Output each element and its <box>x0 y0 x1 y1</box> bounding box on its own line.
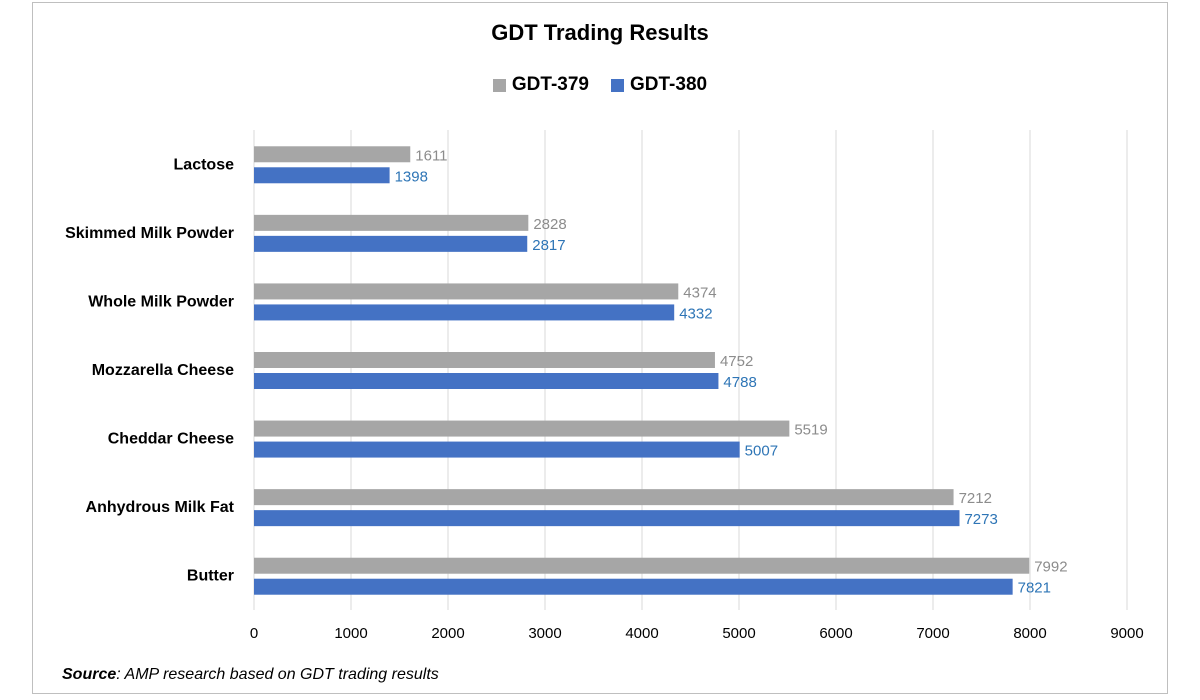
x-tick-label-6000: 6000 <box>819 625 852 642</box>
data-label-2-series-2: 4332 <box>679 305 712 322</box>
source-text: : AMP research based on GDT trading resu… <box>116 666 439 683</box>
legend-label-series-2: GDT-380 <box>630 74 708 95</box>
category-label-5: Anhydrous Milk Fat <box>86 499 235 516</box>
bar-6-series-1 <box>254 557 1030 574</box>
data-label-6-series-2: 7821 <box>1018 580 1051 597</box>
bar-6-series-2 <box>254 578 1013 595</box>
x-tick-label-0: 0 <box>250 625 258 642</box>
x-tick-label-2000: 2000 <box>431 625 464 642</box>
x-tick-label-9000: 9000 <box>1110 625 1143 642</box>
x-tick-label-8000: 8000 <box>1013 625 1046 642</box>
bar-4-series-2 <box>254 441 740 458</box>
data-label-3-series-2: 4788 <box>723 374 756 391</box>
legend-item-series-1: GDT-379 <box>492 74 589 96</box>
bar-0-series-1 <box>254 146 411 163</box>
x-tick-label-3000: 3000 <box>528 625 561 642</box>
category-label-4: Cheddar Cheese <box>108 431 234 448</box>
data-label-0-series-1: 1611 <box>415 147 447 164</box>
category-label-0: Lactose <box>174 156 235 173</box>
legend-label-series-1: GDT-379 <box>511 74 589 95</box>
category-label-1: Skimmed Milk Powder <box>65 225 234 242</box>
data-label-1-series-1: 2828 <box>533 216 566 233</box>
bar-3-series-1 <box>254 352 715 368</box>
data-label-2-series-1: 4374 <box>683 284 716 301</box>
legend-swatch-series-1 <box>492 78 506 92</box>
data-label-5-series-1: 7212 <box>959 490 992 507</box>
chart-frame <box>32 2 1168 694</box>
x-tick-label-1000: 1000 <box>334 625 367 642</box>
bar-4-series-1 <box>254 420 790 437</box>
data-label-4-series-2: 5007 <box>745 443 778 460</box>
bar-2-series-2 <box>254 304 675 321</box>
x-tick-label-7000: 7000 <box>916 625 949 642</box>
data-label-0-series-2: 1398 <box>395 168 428 185</box>
bar-2-series-1 <box>254 283 679 300</box>
bar-1-series-1 <box>254 214 529 231</box>
bar-5-series-1 <box>254 489 954 506</box>
x-tick-label-4000: 4000 <box>625 625 658 642</box>
x-tick-label-5000: 5000 <box>722 625 755 642</box>
source-label: Source <box>62 666 117 683</box>
source-note: Source: AMP research based on GDT tradin… <box>62 666 439 684</box>
bar-5-series-2 <box>254 510 960 527</box>
legend-swatch-series-2 <box>611 78 624 92</box>
data-label-5-series-2: 7273 <box>964 511 997 528</box>
data-label-1-series-2: 2817 <box>532 237 565 254</box>
chart-title: GDT Trading Results <box>491 20 709 45</box>
data-label-4-series-1: 5519 <box>794 422 827 439</box>
chart-legend: GDT-379 GDT-380 <box>0 74 1200 96</box>
category-label-3: Mozzarella Cheese <box>92 362 234 379</box>
bar-1-series-2 <box>254 235 528 252</box>
category-label-2: Whole Milk Powder <box>88 293 234 310</box>
bar-0-series-2 <box>254 167 390 184</box>
category-label-6: Butter <box>187 568 234 585</box>
legend-item-series-2: GDT-380 <box>611 74 707 96</box>
data-label-3-series-1: 4752 <box>720 353 753 370</box>
bar-3-series-2 <box>254 373 719 389</box>
data-label-6-series-1: 7992 <box>1034 559 1067 576</box>
